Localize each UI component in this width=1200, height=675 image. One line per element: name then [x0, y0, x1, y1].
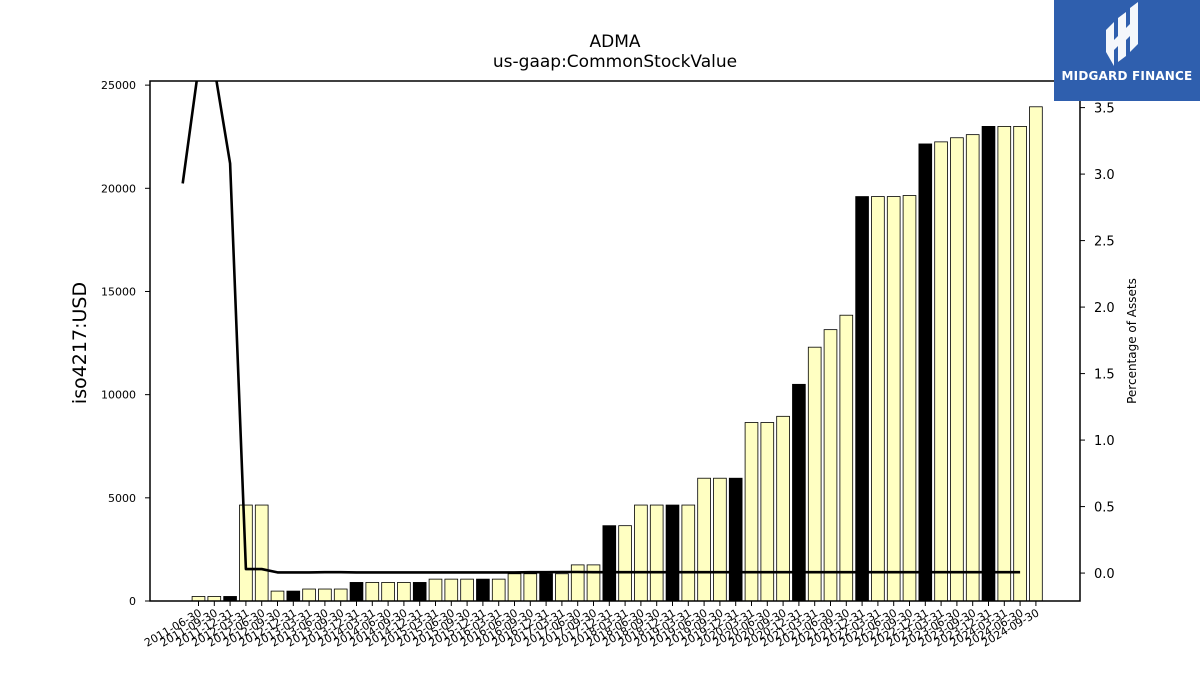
bar — [902, 195, 917, 601]
bar — [918, 143, 933, 601]
bar — [602, 525, 617, 601]
bar — [681, 504, 696, 601]
bar — [191, 596, 206, 601]
bar — [555, 573, 569, 601]
bar — [807, 346, 822, 601]
y2-tick-label: 2.0 — [1094, 301, 1115, 316]
bar — [744, 422, 759, 601]
bar — [981, 126, 996, 601]
y2-tick-label: 3.0 — [1094, 168, 1115, 183]
y2-axis-label: Percentage of Assets — [1125, 278, 1139, 404]
line-series — [181, 81, 1021, 574]
bar — [950, 137, 964, 601]
bar — [1029, 106, 1043, 601]
bar — [697, 477, 711, 601]
bar — [792, 383, 806, 601]
y-tick-label: 25000 — [101, 79, 136, 92]
plot-frame — [149, 80, 1081, 602]
bar — [570, 564, 585, 601]
bar — [776, 415, 790, 601]
bar — [223, 596, 237, 601]
bar — [760, 422, 775, 601]
x-axis: 2011-06-302011-09-302011-12-312012-03-31… — [142, 601, 1041, 650]
y2-tick-label: 0.5 — [1094, 501, 1115, 516]
midgard-finance-logo: MIDGARD FINANCE — [1054, 0, 1200, 101]
bar — [397, 582, 411, 601]
bar — [839, 314, 854, 601]
y2-tick-label: 0.0 — [1094, 567, 1115, 582]
bar — [349, 582, 364, 601]
y-tick-label: 10000 — [101, 389, 136, 402]
bar — [728, 477, 743, 601]
bar — [412, 582, 427, 601]
bar — [333, 588, 348, 601]
logo-text: MIDGARD FINANCE — [1061, 69, 1193, 83]
right-axis: 0.0 0.5 1.0 1.5 2.0 2.5 3.0 3.5 — [1080, 102, 1115, 582]
bar — [665, 504, 680, 601]
bar — [207, 596, 222, 601]
bar — [381, 582, 395, 601]
y2-tick-label: 3.5 — [1094, 102, 1115, 117]
y-tick-label: 15000 — [101, 285, 136, 298]
bar — [365, 582, 380, 601]
chart-title: ADMA — [589, 32, 641, 52]
bar — [318, 588, 332, 601]
bar — [523, 573, 538, 601]
bar — [539, 573, 553, 601]
left-axis: 0 5000 10000 15000 20000 25000 — [101, 79, 150, 608]
bar — [997, 126, 1012, 601]
bar — [270, 590, 285, 601]
y2-tick-label: 1.5 — [1094, 368, 1115, 383]
bar — [618, 525, 632, 601]
bar — [965, 134, 980, 601]
bar — [476, 578, 490, 601]
percentage-line — [181, 81, 1021, 574]
y-tick-label: 5000 — [108, 492, 136, 505]
bar — [713, 477, 727, 601]
y2-tick-label: 2.5 — [1094, 235, 1115, 250]
bar — [302, 588, 316, 601]
y-tick-label: 20000 — [101, 182, 136, 195]
bar — [634, 504, 648, 601]
bar — [586, 564, 601, 601]
y-tick-label: 0 — [129, 595, 136, 608]
y2-tick-label: 1.0 — [1094, 434, 1115, 449]
bar — [823, 329, 838, 601]
chart-subtitle: us-gaap:CommonStockValue — [492, 52, 738, 72]
bar — [871, 196, 885, 601]
bar — [649, 504, 664, 601]
bar — [286, 590, 301, 601]
bar — [491, 578, 506, 601]
bar — [254, 504, 269, 601]
bar-series — [191, 106, 1043, 601]
logo-mark-icon — [1106, 2, 1138, 66]
bar — [428, 578, 443, 601]
bar — [460, 578, 474, 601]
bar — [886, 196, 901, 601]
bar — [855, 196, 869, 601]
bar — [444, 578, 459, 601]
bar — [1013, 126, 1027, 601]
bar — [507, 573, 522, 601]
y-axis-label: iso4217:USD — [69, 282, 91, 404]
bar — [934, 141, 948, 601]
